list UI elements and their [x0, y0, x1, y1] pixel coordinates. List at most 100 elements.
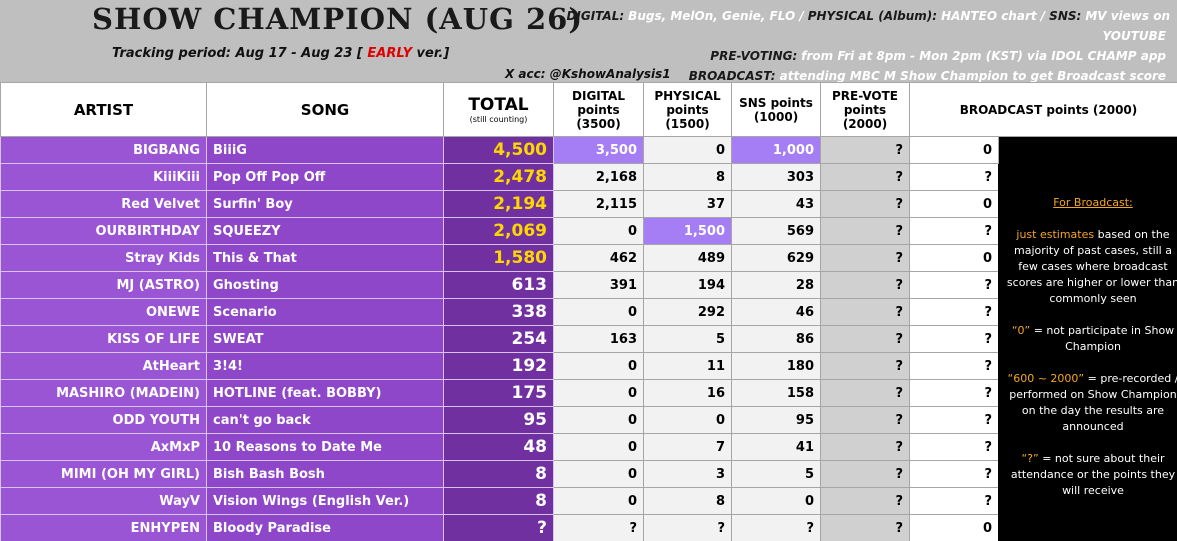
physical-points: 1,500: [643, 217, 732, 245]
column-header-line: points: [666, 102, 709, 117]
song: HOTLINE (feat. BOBBY): [206, 379, 444, 407]
sns-points: 41: [731, 433, 821, 461]
physical-points: 16: [643, 379, 732, 407]
total: 1,580: [443, 244, 554, 272]
score-table: ARTIST SONG TOTAL (still counting) DIGITA…: [0, 82, 1177, 541]
column-header-note: (still counting): [469, 114, 528, 124]
song: 3!4!: [206, 352, 444, 380]
broadcast-points: ?: [909, 406, 999, 434]
prevote-points: ?: [820, 352, 910, 380]
physical-points: 5: [643, 325, 732, 353]
row: BIGBANG BiiiG 4,500 3,500 0 1,000? 0 For Broadc…: [0, 136, 1177, 541]
prevote-points: ?: [820, 190, 910, 218]
physical-points: 489: [643, 244, 732, 272]
total: 95: [443, 406, 554, 434]
broadcast-points: ?: [909, 271, 999, 299]
digital-points: 0: [553, 460, 644, 488]
info-text: HANTEO chart /: [941, 9, 1046, 23]
notes-heading-text: For Broadcast:: [1053, 196, 1133, 209]
physical-points: 0: [643, 406, 732, 434]
prevote-points: ?: [820, 163, 910, 191]
row: AtHeart 3!4! 192 0 11 180??: [0, 352, 1177, 380]
artist: MIMI (OH MY GIRL): [0, 460, 207, 488]
prevote-points: ?: [820, 271, 910, 299]
physical-points: 292: [643, 298, 732, 326]
row: ENHYPEN Bloody Paradise????? 0: [0, 514, 1177, 541]
broadcast-points: ?: [909, 352, 999, 380]
column-header-line: points: [577, 102, 620, 117]
broadcast-points: 0: [909, 244, 999, 272]
prevote-points: ?: [820, 487, 910, 515]
tracking-suffix: ver.]: [416, 46, 450, 61]
notes-key-text: = not sure about their attendance or the…: [1010, 452, 1176, 497]
sns-points: 5: [731, 460, 821, 488]
sns-points: 1,000: [731, 136, 821, 164]
sns-points: 629: [731, 244, 821, 272]
broadcast-points: ?: [909, 487, 999, 515]
notes-key-symbol: “0”: [1011, 324, 1031, 337]
info-label: PHYSICAL (Album):: [807, 9, 938, 23]
broadcast-points: 0: [909, 190, 999, 218]
total: 175: [443, 379, 554, 407]
column-header-label: TOTAL: [468, 94, 529, 115]
notes-estimate-lead: just estimates: [1016, 228, 1095, 241]
prevote-points: ?: [820, 379, 910, 407]
artist: MASHIRO (MADEIN): [0, 379, 207, 407]
total: 613: [443, 271, 554, 299]
song: Scenario: [206, 298, 444, 326]
prevote-points: ?: [820, 136, 910, 164]
song: SQUEEZY: [206, 217, 444, 245]
column-header-line: SNS points: [739, 95, 813, 110]
notes-key-symbol: “?”: [1021, 452, 1039, 465]
info-label: SNS:: [1049, 9, 1082, 23]
notes-key-text: = pre-recorded / performed on Show Champ…: [1009, 372, 1177, 433]
artist: ODD YOUTH: [0, 406, 207, 434]
artist: BIGBANG: [0, 136, 207, 164]
broadcast-points: 0: [909, 514, 999, 541]
broadcast-points: ?: [909, 163, 999, 191]
song: Bloody Paradise: [206, 514, 444, 541]
prevote-points: ?: [820, 433, 910, 461]
physical-points: 11: [643, 352, 732, 380]
tracking-prefix: Tracking period: Aug 17 - Aug 23 [: [112, 46, 363, 61]
row: KISS OF LIFE SWEAT 254 163 5 86??: [0, 325, 1177, 353]
row: MASHIRO (MADEIN) HOTLINE (feat. BOBBY) 175…: [0, 379, 1177, 407]
info-line: BROADCAST: attending MBC M Show Champion …: [540, 66, 1170, 86]
info-text: from Fri at 8pm - Mon 2pm (KST) via IDOL…: [801, 49, 1166, 63]
song: Pop Off Pop Off: [206, 163, 444, 191]
sns-points: 86: [731, 325, 821, 353]
prevote-points: ?: [820, 217, 910, 245]
digital-points: 163: [553, 325, 644, 353]
info-text: Bugs, MelOn, Genie, FLO /: [628, 9, 804, 23]
notes-estimate: just estimates based on the majority of …: [1005, 227, 1177, 307]
physical-points: 194: [643, 271, 732, 299]
column-header-line: (3500): [576, 116, 621, 131]
prevote-points: ?: [820, 460, 910, 488]
physical-points: ?: [643, 514, 732, 541]
artist: MJ (ASTRO): [0, 271, 207, 299]
column-header-line: (1000): [753, 109, 799, 124]
column-header: SNS points (1000): [731, 82, 821, 137]
info-text: MV views on YOUTUBE: [1085, 9, 1170, 43]
row: MJ (ASTRO) Ghosting 613 391 194 28??: [0, 271, 1177, 299]
song: can't go back: [206, 406, 444, 434]
song: BiiiG: [206, 136, 444, 164]
song: Ghosting: [206, 271, 444, 299]
header: SHOW CHAMPION (AUG 26) Tracking period: …: [0, 0, 1177, 83]
notes-heading: For Broadcast:: [1005, 195, 1177, 211]
sns-points: 0: [731, 487, 821, 515]
column-header: BROADCAST points (2000): [909, 82, 1177, 137]
digital-points: 0: [553, 433, 644, 461]
column-header: PRE-VOTE points (2000): [820, 82, 910, 137]
total: 8: [443, 487, 554, 515]
total: 254: [443, 325, 554, 353]
row: WayV Vision Wings (English Ver.) 8 0 8 0??: [0, 487, 1177, 515]
column-header: DIGITAL points (3500): [553, 82, 644, 137]
column-header-line: DIGITAL: [572, 88, 625, 103]
digital-points: 391: [553, 271, 644, 299]
digital-points: 0: [553, 406, 644, 434]
broadcast-points: ?: [909, 460, 999, 488]
artist: Red Velvet: [0, 190, 207, 218]
song: Bish Bash Bosh: [206, 460, 444, 488]
